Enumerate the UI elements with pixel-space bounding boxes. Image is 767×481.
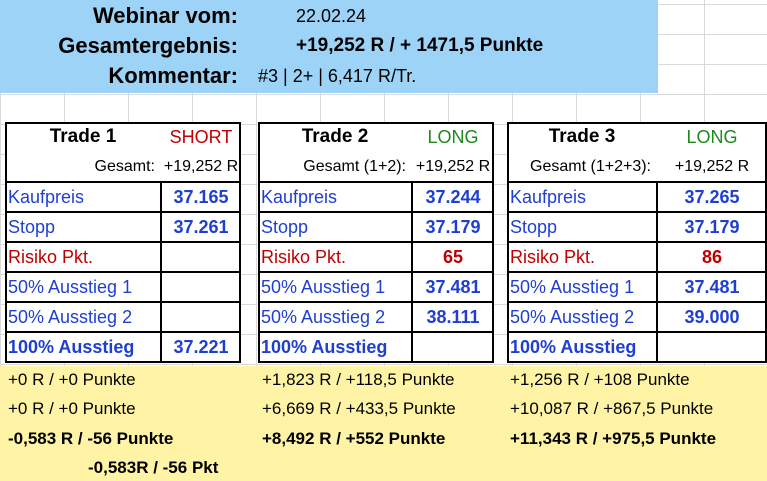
trade-3-ausstieg-100-value[interactable]	[657, 332, 767, 362]
trade-3-result-1[interactable]: +1,256 R / +108 Punkte	[510, 370, 690, 389]
trade-2-kaufpreis-label: Kaufpreis	[261, 186, 338, 207]
gesamt-value[interactable]: +19,252 R / + 1471,5 Punkte	[296, 35, 544, 56]
trade-3-row-divider	[507, 271, 767, 273]
trade-2-result-1[interactable]: +1,823 R / +118,5 Punkte	[262, 370, 455, 389]
trade-2-gesamt-label: Gesamt (1+2):	[303, 158, 406, 175]
results-area	[0, 366, 767, 481]
trade-2-row-divider	[258, 211, 494, 213]
trade-1-gesamt-value[interactable]: +19,252 R	[163, 158, 239, 175]
trade-3-title: Trade 3	[548, 126, 616, 147]
trade-2-col-divider	[411, 181, 413, 363]
trade-2-result-total[interactable]: +8,492 R / +552 Punkte	[262, 429, 446, 448]
trade-2-result-2[interactable]: +6,669 R / +433,5 Punkte	[262, 399, 456, 418]
trade-2-direction[interactable]: LONG	[427, 126, 479, 147]
trade-1-ausstieg-100-value[interactable]: 37.221	[173, 336, 229, 357]
trade-1-kaufpreis-value[interactable]: 37.165	[173, 186, 229, 207]
trade-3-ausstieg-2-label: 50% Ausstieg 2	[510, 306, 635, 327]
trade-1-ausstieg-1-label: 50% Ausstieg 1	[8, 276, 133, 297]
trade-3-ausstieg-1-value[interactable]: 37.481	[684, 276, 740, 297]
trade-2-title: Trade 2	[301, 126, 369, 147]
trade-1-ausstieg-1-value[interactable]	[161, 272, 241, 302]
kommentar-label: Kommentar:	[108, 63, 238, 88]
trade-2-row-divider	[258, 241, 494, 243]
trade-1-ausstieg-2-label: 50% Ausstieg 2	[8, 306, 133, 327]
trade-3-direction[interactable]: LONG	[686, 126, 738, 147]
trade-2-kaufpreis-value[interactable]: 37.244	[425, 186, 481, 207]
trade-3-result-total[interactable]: +11,343 R / +975,5 Punkte	[510, 429, 717, 448]
trade-1-row-divider	[5, 301, 241, 303]
trade-1-kaufpreis-label: Kaufpreis	[8, 186, 85, 207]
trade-3-ausstieg-100-label: 100% Ausstieg	[510, 336, 637, 357]
trade-2-row-divider	[258, 331, 494, 333]
trade-1-title: Trade 1	[49, 126, 117, 147]
trade-1-row-divider	[5, 181, 241, 183]
webinar-date[interactable]: 22.02.24	[296, 6, 367, 26]
trade-3-kaufpreis-label: Kaufpreis	[510, 186, 587, 207]
trade-3-row-divider	[507, 241, 767, 243]
trade-1-col-divider	[160, 181, 162, 363]
header-panel: Webinar vom: 22.02.24 Gesamtergebnis: +1…	[0, 0, 658, 93]
trade-3-result-2[interactable]: +10,087 R / +867,5 Punkte	[510, 399, 714, 418]
trade-1-gesamt-label: Gesamt:	[94, 158, 155, 175]
trade-1-row-divider	[5, 331, 241, 333]
trade-2-ausstieg-2-label: 50% Ausstieg 2	[261, 306, 386, 327]
trade-2-ausstieg-1-value[interactable]: 37.481	[425, 276, 481, 297]
trade-2-ausstieg-100-label: 100% Ausstieg	[261, 336, 388, 357]
trade-2-risiko-label: Risiko Pkt.	[261, 246, 347, 267]
trade-3-gesamt-label: Gesamt (1+2+3):	[530, 158, 651, 175]
trade-1-stopp-value[interactable]: 37.261	[173, 216, 229, 237]
trade-2-gesamt-value[interactable]: +19,252 R	[415, 158, 491, 175]
kommentar-value[interactable]: #3 | 2+ | 6,417 R/Tr.	[258, 66, 417, 86]
trade-1-risiko-label: Risiko Pkt.	[8, 246, 94, 267]
footer-summary[interactable]: -0,583R / -56 Pkt	[88, 458, 219, 477]
trade-3-gesamt-value[interactable]: +19,252 R	[674, 158, 750, 175]
trade-3-ausstieg-2-value[interactable]: 39.000	[684, 306, 740, 327]
trade-2-risiko-value[interactable]: 65	[442, 246, 464, 267]
trade-1-result-2[interactable]: +0 R / +0 Punkte	[8, 399, 136, 418]
trade-3-stopp-label: Stopp	[510, 216, 558, 237]
trade-1-row-divider	[5, 271, 241, 273]
trade-1-result-1[interactable]: +0 R / +0 Punkte	[8, 370, 136, 389]
trade-1-ausstieg-2-value[interactable]	[161, 302, 241, 332]
trade-2-ausstieg-100-value[interactable]	[412, 332, 494, 362]
trade-1-ausstieg-100-label: 100% Ausstieg	[8, 336, 135, 357]
trade-3-kaufpreis-value[interactable]: 37.265	[684, 186, 740, 207]
trade-2-row-divider	[258, 271, 494, 273]
trade-2-row-divider	[258, 301, 494, 303]
trade-3-risiko-label: Risiko Pkt.	[510, 246, 596, 267]
trade-3-row-divider	[507, 211, 767, 213]
trade-3-stopp-value[interactable]: 37.179	[684, 216, 740, 237]
trade-3-row-divider	[507, 181, 767, 183]
webinar-label: Webinar vom:	[92, 3, 238, 28]
trade-3-row-divider	[507, 331, 767, 333]
trade-2-ausstieg-2-value[interactable]: 38.111	[426, 306, 480, 327]
trade-2-stopp-label: Stopp	[261, 216, 309, 237]
trade-3-ausstieg-1-label: 50% Ausstieg 1	[510, 276, 635, 297]
trade-1-row-divider	[5, 211, 241, 213]
trade-3-col-divider	[656, 181, 658, 363]
trade-1-result-total[interactable]: -0,583 R / -56 Punkte	[8, 429, 174, 448]
trade-1-risiko-value[interactable]	[161, 242, 241, 272]
trade-1-direction[interactable]: SHORT	[169, 126, 233, 147]
trade-3-risiko-value[interactable]: 86	[701, 246, 723, 267]
trade-2-stopp-value[interactable]: 37.179	[425, 216, 481, 237]
gesamt-label: Gesamtergebnis:	[58, 33, 238, 58]
trade-1-stopp-label: Stopp	[8, 216, 56, 237]
trade-2-ausstieg-1-label: 50% Ausstieg 1	[261, 276, 386, 297]
trade-1-row-divider	[5, 241, 241, 243]
trade-3-row-divider	[507, 301, 767, 303]
trade-2-row-divider	[258, 181, 494, 183]
